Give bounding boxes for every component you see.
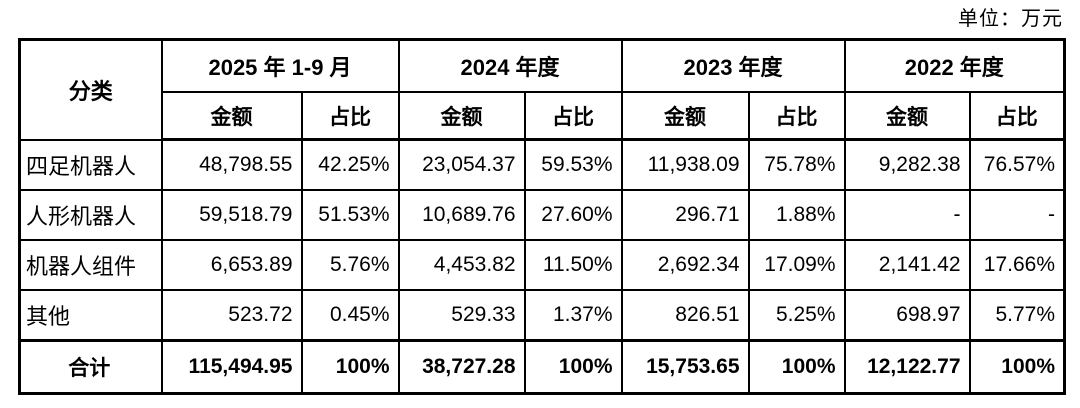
- row-label: 四足机器人: [18, 138, 163, 191]
- header-period-2024: 2024 年度: [397, 38, 623, 93]
- cell-ratio-2024: 59.53%: [523, 138, 623, 191]
- cell-ratio-2025: 42.25%: [300, 138, 400, 191]
- cell-total-amount-2023: 15,753.65: [620, 339, 750, 395]
- cell-total-amount-2022: 12,122.77: [843, 339, 971, 395]
- cell-total-ratio-2025: 100%: [300, 339, 400, 395]
- revenue-breakdown-table: 分类 2025 年 1-9 月 2024 年度 2023 年度 2022 年度 …: [18, 38, 1067, 395]
- cell-ratio-2022: 17.66%: [968, 239, 1066, 291]
- header-row-periods: 分类 2025 年 1-9 月 2024 年度 2023 年度 2022 年度: [18, 38, 1066, 141]
- cell-total-ratio-2022: 100%: [968, 339, 1066, 395]
- header-amount-2023: 金额: [620, 91, 750, 141]
- header-amount-2025: 金额: [160, 91, 303, 141]
- header-period-2022: 2022 年度: [843, 38, 1066, 93]
- header-period-2025: 2025 年 1-9 月: [160, 38, 400, 93]
- cell-ratio-2022: -: [968, 189, 1066, 241]
- row-label: 机器人组件: [18, 239, 163, 291]
- cell-ratio-2025: 51.53%: [300, 189, 400, 241]
- cell-ratio-2025: 0.45%: [300, 289, 400, 342]
- cell-ratio-2024: 27.60%: [523, 189, 623, 241]
- cell-amount-2023: 11,938.09: [620, 138, 750, 191]
- cell-total-ratio-2024: 100%: [523, 339, 623, 395]
- cell-amount-2025: 523.72: [160, 289, 303, 342]
- cell-ratio-2024: 1.37%: [523, 289, 623, 342]
- cell-total-amount-2024: 38,727.28: [397, 339, 526, 395]
- header-amount-2022: 金额: [843, 91, 971, 141]
- cell-total-amount-2025: 115,494.95: [160, 339, 303, 395]
- cell-total-ratio-2023: 100%: [747, 339, 846, 395]
- header-ratio-2024: 占比: [523, 91, 623, 141]
- cell-ratio-2024: 11.50%: [523, 239, 623, 291]
- header-ratio-2025: 占比: [300, 91, 400, 141]
- table-row-quadruped-robot: 四足机器人 48,798.55 42.25% 23,054.37 59.53% …: [18, 138, 1066, 191]
- cell-ratio-2022: 5.77%: [968, 289, 1066, 342]
- cell-ratio-2023: 75.78%: [747, 138, 846, 191]
- cell-amount-2025: 48,798.55: [160, 138, 303, 191]
- cell-amount-2024: 10,689.76: [397, 189, 526, 241]
- row-label: 人形机器人: [18, 189, 163, 241]
- row-label: 其他: [18, 289, 163, 342]
- cell-amount-2025: 59,518.79: [160, 189, 303, 241]
- table-row-humanoid-robot: 人形机器人 59,518.79 51.53% 10,689.76 27.60% …: [18, 189, 1066, 241]
- header-period-2023: 2023 年度: [620, 38, 846, 93]
- row-label-total: 合计: [18, 339, 163, 395]
- cell-ratio-2023: 5.25%: [747, 289, 846, 342]
- cell-ratio-2025: 5.76%: [300, 239, 400, 291]
- cell-amount-2022: 9,282.38: [843, 138, 971, 191]
- header-category: 分类: [18, 38, 163, 141]
- cell-amount-2023: 296.71: [620, 189, 750, 241]
- cell-amount-2023: 2,692.34: [620, 239, 750, 291]
- table-row-robot-components: 机器人组件 6,653.89 5.76% 4,453.82 11.50% 2,6…: [18, 239, 1066, 291]
- cell-amount-2022: -: [843, 189, 971, 241]
- header-row-subheaders: 金额 占比 金额 占比 金额 占比 金额 占比: [20, 91, 1066, 141]
- cell-amount-2025: 6,653.89: [160, 239, 303, 291]
- cell-amount-2024: 4,453.82: [397, 239, 526, 291]
- cell-ratio-2023: 1.88%: [747, 189, 846, 241]
- unit-label: 单位：万元: [958, 6, 1063, 30]
- cell-amount-2024: 23,054.37: [397, 138, 526, 191]
- cell-ratio-2022: 76.57%: [968, 138, 1066, 191]
- cell-amount-2022: 2,141.42: [843, 239, 971, 291]
- cell-amount-2024: 529.33: [397, 289, 526, 342]
- header-ratio-2023: 占比: [747, 91, 846, 141]
- header-ratio-2022: 占比: [968, 91, 1066, 141]
- header-amount-2024: 金额: [397, 91, 526, 141]
- table-row-total: 合计 115,494.95 100% 38,727.28 100% 15,753…: [18, 339, 1066, 395]
- cell-amount-2023: 826.51: [620, 289, 750, 342]
- cell-amount-2022: 698.97: [843, 289, 971, 342]
- table-row-other: 其他 523.72 0.45% 529.33 1.37% 826.51 5.25…: [18, 289, 1066, 342]
- cell-ratio-2023: 17.09%: [747, 239, 846, 291]
